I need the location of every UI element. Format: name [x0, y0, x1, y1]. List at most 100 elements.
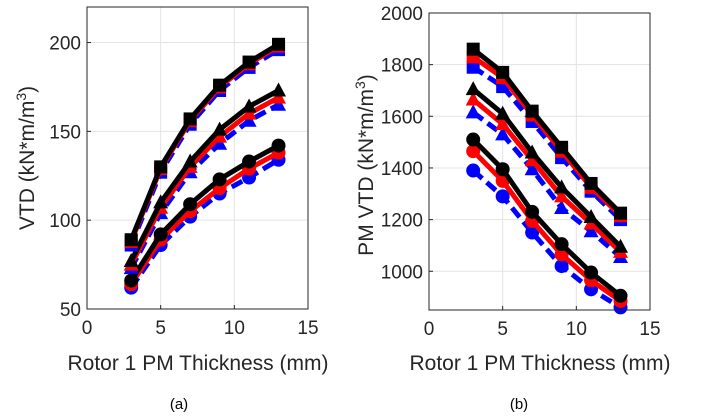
y-axis-label-b: PM VTD (kN*m/m3): [352, 74, 378, 256]
x-tick-label: 10: [566, 319, 587, 340]
data-point-triangle: [212, 135, 228, 150]
data-point-triangle: [495, 105, 511, 120]
data-point-square: [466, 42, 480, 56]
series-line: [128, 102, 280, 270]
data-point-triangle: [241, 112, 257, 127]
panel-b: 0 5 10 15 1000 1200 1400 1600 1800 2000 Rotor 1 …: [352, 4, 671, 413]
x-tick-label: 5: [155, 318, 166, 339]
data-point-triangle: [583, 209, 599, 224]
data-point-triangle: [123, 253, 139, 268]
data-point-circle: [613, 288, 628, 303]
caption-a: (a): [170, 396, 188, 413]
data-point-circle: [183, 197, 198, 212]
x-tick-label: 10: [224, 318, 245, 339]
data-point-triangle: [554, 188, 570, 203]
series-line: [128, 88, 280, 263]
data-point-square: [614, 206, 628, 220]
data-point-circle: [554, 237, 569, 252]
data-point-circle: [525, 225, 540, 240]
data-point-circle: [242, 154, 257, 169]
data-point-circle: [495, 162, 510, 177]
x-tick-label: 15: [297, 318, 318, 339]
y-axis-label-a-superscript: 3: [13, 93, 29, 101]
x-tick-label: 15: [639, 319, 660, 340]
data-point-square: [272, 37, 286, 51]
data-point-triangle: [583, 223, 599, 238]
data-point-triangle: [153, 194, 169, 209]
data-point-square: [124, 233, 138, 247]
data-point-triangle: [271, 96, 287, 111]
axes-box-b: [428, 12, 651, 311]
data-point-triangle: [524, 161, 540, 176]
y-axis-label-b-superscript: 3: [352, 81, 368, 89]
data-point-triangle: [524, 152, 540, 167]
data-point-triangle: [241, 98, 257, 113]
y-ticks-a: 50 100 150 200: [49, 34, 91, 321]
data-point-circle: [554, 259, 569, 274]
data-point-triangle: [495, 126, 511, 141]
data-point-triangle: [241, 105, 257, 120]
series-triangle-000000: [123, 82, 287, 268]
y-tick-label: 100: [49, 211, 81, 232]
y-axis-label-a: VTD (kN*m/m3): [13, 86, 39, 230]
data-point-triangle: [554, 199, 570, 214]
data-point-square: [213, 78, 227, 92]
data-point-triangle: [613, 238, 629, 253]
data-point-triangle: [465, 81, 481, 96]
series-a: [123, 37, 287, 295]
series-triangle-000000: [465, 81, 629, 253]
data-point-triangle: [554, 179, 570, 194]
y-tick-label: 1000: [381, 262, 423, 283]
data-point-triangle: [271, 89, 287, 104]
x-tick-label: 0: [82, 318, 93, 339]
data-point-triangle: [524, 144, 540, 159]
data-point-square: [183, 112, 197, 126]
data-point-circle: [271, 138, 286, 153]
y-tick-label: 1400: [381, 159, 423, 180]
data-point-circle: [212, 172, 227, 187]
data-point-square: [555, 140, 569, 154]
x-axis-label-b: Rotor 1 PM Thickness (mm): [410, 352, 671, 375]
x-axis-label-a: Rotor 1 PM Thickness (mm): [68, 352, 329, 375]
y-axis-label-a-close: ): [16, 86, 39, 93]
x-tick-label: 0: [424, 319, 435, 340]
y-axis-label-b-close: ): [355, 74, 378, 81]
data-point-triangle: [212, 121, 228, 136]
y-tick-label: 1800: [381, 56, 423, 77]
y-tick-label: 2000: [381, 4, 423, 25]
series-square-000000: [124, 37, 286, 247]
data-point-square: [496, 65, 510, 79]
series-b: [465, 42, 629, 315]
data-point-circle: [153, 227, 168, 242]
x-tick-label: 5: [497, 319, 508, 340]
data-point-circle: [466, 144, 481, 159]
data-point-circle: [584, 265, 599, 280]
data-point-square: [154, 160, 168, 174]
data-point-circle: [525, 204, 540, 219]
data-point-circle: [466, 132, 481, 147]
data-point-square: [525, 104, 539, 118]
data-point-square: [242, 55, 256, 69]
axes-box-a: [86, 6, 309, 310]
data-point-circle: [466, 163, 481, 178]
data-point-triangle: [495, 116, 511, 131]
y-tick-label: 50: [60, 300, 81, 321]
series-circle-000000: [124, 138, 286, 288]
data-point-triangle: [465, 104, 481, 119]
series-square-000000: [466, 42, 628, 220]
data-point-square: [466, 60, 480, 74]
panel-a: 0 5 10 15 50 100 150 200 Rotor 1 PM Thickness …: [13, 6, 329, 413]
y-tick-label: 150: [49, 122, 81, 143]
caption-b: (b): [510, 396, 528, 413]
data-point-circle: [124, 273, 139, 288]
data-point-square: [584, 176, 598, 190]
x-ticks-a: 0 5 10 15: [82, 305, 319, 339]
data-point-triangle: [212, 128, 228, 143]
data-point-triangle: [271, 82, 287, 97]
series-triangle-0000ff: [465, 104, 629, 264]
series-circle-000000: [466, 132, 628, 303]
x-ticks-b: 0 5 10 15: [424, 306, 661, 340]
y-ticks-b: 1000 1200 1400 1600 1800 2000: [381, 4, 433, 283]
data-point-triangle: [182, 153, 198, 168]
